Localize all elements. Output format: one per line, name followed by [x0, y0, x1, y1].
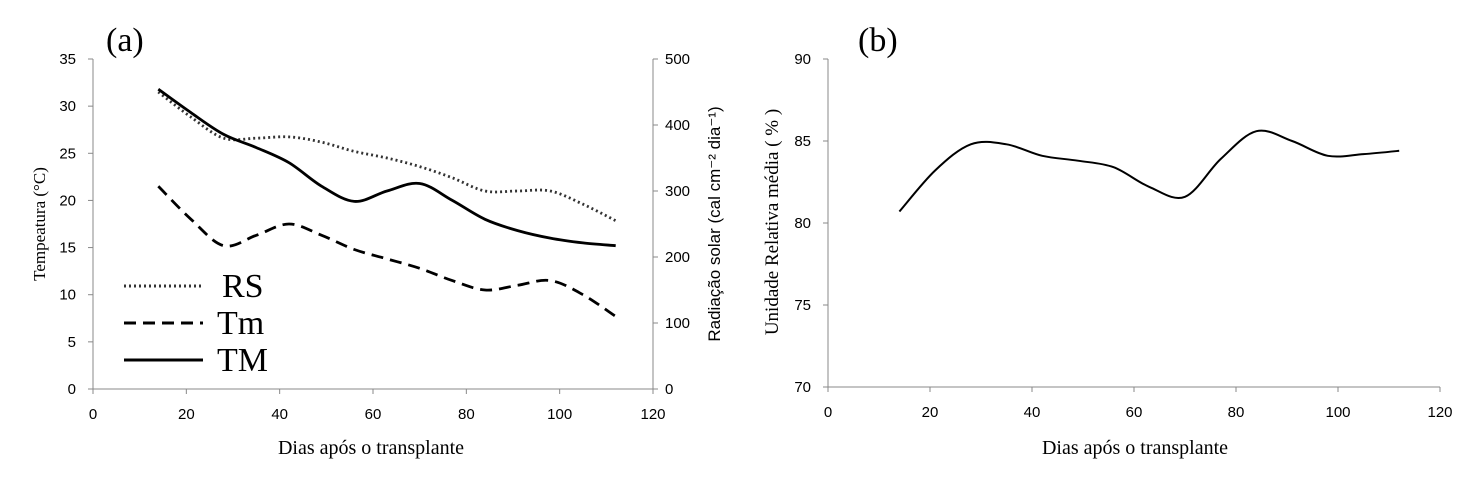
legend-label-rs: RS — [222, 268, 264, 305]
y-tick-label: 75 — [794, 297, 811, 314]
panel-a-axes — [92, 59, 654, 390]
y-tick-label: 85 — [794, 133, 811, 150]
panel-b: (b) 0 20 40 60 80 100 120 70 75 80 85 90 Dias após… — [762, 22, 1453, 459]
y-tick-label: 15 — [59, 240, 76, 257]
x-tick-label: 0 — [89, 406, 97, 423]
y2-tick-label: 200 — [665, 249, 690, 266]
panel-b-label: (b) — [858, 22, 898, 59]
y2-tick-label: 0 — [665, 381, 673, 398]
y-tick-label: 35 — [59, 51, 76, 68]
series-line-rs — [157, 90, 617, 222]
panel-a-x-ticks: 0 20 40 60 80 100 120 — [89, 389, 666, 423]
y-tick-label: 30 — [59, 98, 76, 115]
y2-tick-label: 400 — [665, 117, 690, 134]
y-tick-label: 0 — [68, 381, 76, 398]
x-tick-label: 100 — [547, 406, 572, 423]
y2-tick-label: 100 — [665, 315, 690, 332]
x-tick-label: 120 — [640, 406, 665, 423]
x-tick-label: 100 — [1325, 404, 1350, 421]
y2-tick-label: 300 — [665, 183, 690, 200]
x-tick-label: 40 — [271, 406, 288, 423]
y-tick-label: 90 — [794, 51, 811, 68]
panel-b-y-axis-title: Unidade Relativa média ( % ) — [762, 109, 783, 335]
x-tick-label: 60 — [365, 406, 382, 423]
y-tick-label: 10 — [59, 287, 76, 304]
panel-b-x-ticks: 0 20 40 60 80 100 120 — [824, 387, 1453, 421]
legend-label-tm: Tm — [217, 305, 264, 342]
y-tick-label: 70 — [794, 379, 811, 396]
series-line-tm — [157, 185, 617, 318]
y2-tick-label: 500 — [665, 51, 690, 68]
x-tick-label: 0 — [824, 404, 832, 421]
panel-a-label: (a) — [106, 22, 144, 59]
x-tick-label: 80 — [1228, 404, 1245, 421]
panel-a-y-axis-title: Tempeatura (°C) — [30, 167, 49, 281]
y-tick-label: 5 — [68, 334, 76, 351]
x-tick-label: 20 — [178, 406, 195, 423]
x-tick-label: 40 — [1024, 404, 1041, 421]
y-tick-label: 25 — [59, 145, 76, 162]
legend-label-tmax: TM — [217, 342, 268, 379]
x-tick-label: 20 — [922, 404, 939, 421]
panel-b-series — [898, 129, 1400, 213]
panel-b-axes — [827, 59, 1440, 388]
panel-a-series — [157, 88, 617, 318]
x-tick-label: 80 — [458, 406, 475, 423]
series-line-humidity — [898, 129, 1400, 213]
y-tick-label: 80 — [794, 215, 811, 232]
panel-a-legend: RS Tm TM — [124, 268, 268, 379]
series-line-tm — [157, 88, 616, 248]
y-tick-label: 20 — [59, 192, 76, 209]
panel-a: (a) 0 20 40 60 80 100 120 0 5 10 15 20 25 30 35 0 100 2… — [30, 22, 724, 459]
panel-b-y-ticks: 70 75 80 85 90 — [794, 51, 828, 396]
panel-b-x-axis-title: Dias após o transplante — [1042, 437, 1228, 459]
panel-a-x-axis-title: Dias após o transplante — [278, 437, 464, 459]
panel-a-y2-axis-title: Radiação solar (cal cm⁻² dia⁻¹) — [705, 106, 724, 341]
x-tick-label: 120 — [1427, 404, 1452, 421]
panel-a-y-ticks: 0 5 10 15 20 25 30 35 — [59, 51, 93, 398]
panel-a-y2-ticks: 0 100 200 300 400 500 — [653, 51, 690, 398]
x-tick-label: 60 — [1126, 404, 1143, 421]
